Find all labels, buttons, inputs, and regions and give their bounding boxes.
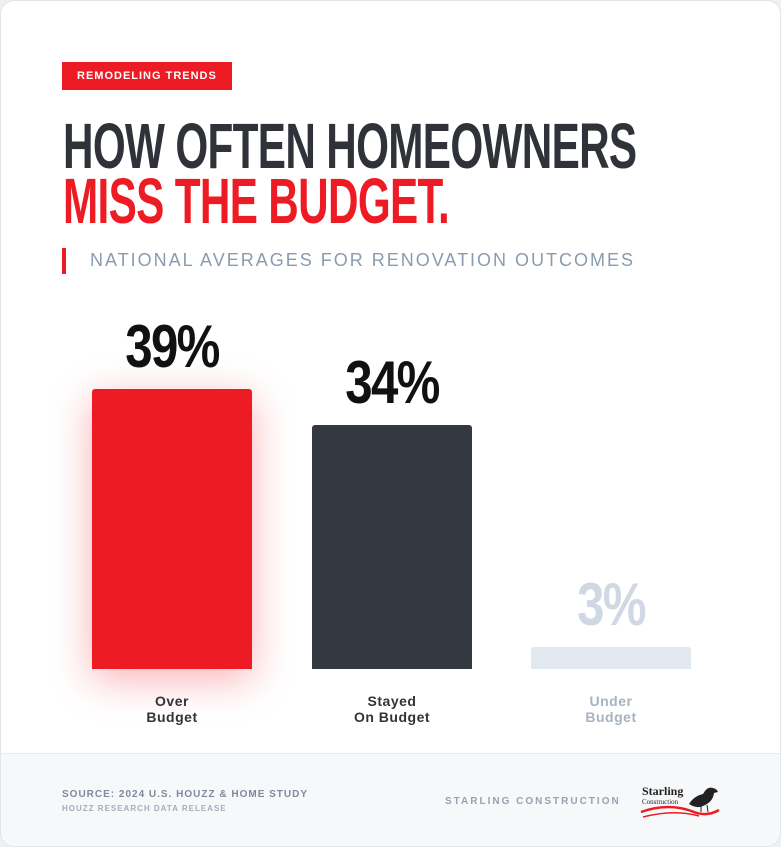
source-note: HOUZZ RESEARCH DATA RELEASE (62, 804, 227, 813)
bar (531, 647, 691, 669)
value-label: 34% (345, 348, 440, 416)
tag: REMODELING TRENDS (62, 62, 232, 90)
accent-bar (62, 248, 66, 274)
category-label: Stayed On Budget (353, 693, 431, 725)
bar (92, 389, 252, 669)
value-label: 3% (577, 571, 646, 639)
logo-sub: Construction (642, 798, 679, 806)
title: MISS THE BUDGET. (63, 165, 450, 237)
logo-name: Starling (642, 784, 684, 798)
category-label: Under Budget (585, 693, 637, 725)
footer: SOURCE: 2024 U.S. HOUZZ & HOME STUDY HOU… (1, 753, 780, 846)
bar (312, 424, 472, 669)
title: HOW OFTEN HOMEOWNERS (63, 110, 637, 182)
value-label: 39% (125, 313, 220, 380)
logo (640, 787, 720, 818)
brand: STARLING CONSTRUCTION (445, 796, 621, 807)
subtitle: NATIONAL AVERAGES FOR RENOVATION OUTCOME… (90, 250, 636, 270)
category-label: Over Budget (146, 693, 198, 725)
source: SOURCE: 2024 U.S. HOUZZ & HOME STUDY (62, 789, 309, 800)
